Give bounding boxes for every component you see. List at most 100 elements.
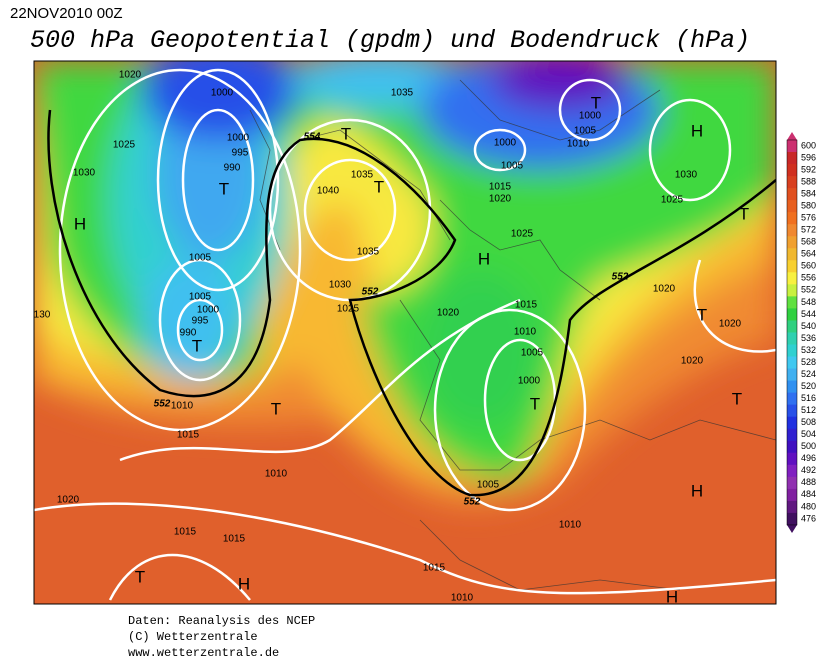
pressure-center: H: [478, 249, 490, 268]
colorbar-label: 556: [801, 273, 816, 283]
isobar-label: 1015: [423, 563, 446, 574]
isobar-label: 1015: [177, 430, 200, 441]
isobar-label: 1000: [579, 111, 602, 122]
colorbar-cell: [787, 248, 797, 261]
isobars: [34, 68, 776, 601]
isobar-label: 1030: [73, 168, 96, 179]
map-frame: [33, 60, 777, 605]
colorbar-cell: [787, 164, 797, 177]
geopotential-label: 554: [304, 132, 321, 143]
colorbar-label: 592: [801, 164, 816, 174]
geopotential-label: 552: [362, 287, 379, 298]
isobar-label: 1025: [511, 229, 534, 240]
isobar-label: 1020: [653, 284, 676, 295]
colorbar-label: 508: [801, 417, 816, 427]
isobar-label: 1035: [391, 88, 414, 99]
isobar-label: 1015: [174, 527, 197, 538]
colorbar-cell: [787, 176, 797, 189]
colorbar-label: 516: [801, 393, 816, 403]
pressure-center: T: [739, 204, 749, 223]
footer-line: (C) Wetterzentrale: [128, 630, 258, 644]
colorbar-label: 488: [801, 477, 816, 487]
colorbar-label: 596: [801, 152, 816, 162]
colorbar-cell: [787, 488, 797, 502]
colorbar-label: 520: [801, 381, 816, 391]
pressure-center: T: [697, 305, 707, 324]
pressure-center: T: [135, 567, 145, 586]
geopotential-label: 552: [612, 272, 629, 283]
pressure-center: H: [666, 587, 678, 606]
colorbar-cell: [787, 512, 797, 526]
isobar-label: 130: [34, 310, 51, 321]
colorbar: 600 596 592 588 584 580 576 572 568 564 560 556 552 5…: [786, 131, 816, 533]
colorbar-cell: [787, 440, 797, 454]
pressure-center: H: [238, 574, 250, 593]
pressure-center: H: [691, 121, 703, 140]
isobar-label: 1020: [437, 308, 460, 319]
colorbar-cell: [787, 260, 797, 273]
colorbar-label: 496: [801, 453, 816, 463]
isobar-label: 1010: [567, 139, 590, 150]
colorbar-label: 584: [801, 188, 816, 198]
isobar-label: 1010: [514, 327, 537, 338]
isobar-label: 1005: [189, 292, 212, 303]
isobar-label: 990: [224, 163, 241, 174]
colorbar-cap: [787, 131, 797, 140]
colorbar-cell: [787, 200, 797, 213]
colorbar-cell: [787, 392, 797, 406]
pressure-center: T: [732, 389, 742, 408]
colorbar-cell: [787, 188, 797, 201]
colorbar-cell: [787, 416, 797, 430]
pressure-center: T: [192, 336, 202, 355]
isobar-label: 1035: [357, 247, 380, 258]
isobar-label: 1005: [189, 253, 212, 264]
isobar-label: 995: [232, 148, 249, 159]
geopotential-label: 552: [154, 399, 171, 410]
colorbar-label: 572: [801, 225, 816, 235]
isobar-label: 1005: [574, 126, 597, 137]
isobar-label: 1000: [518, 376, 541, 387]
colorbar-label: 548: [801, 297, 816, 307]
isobar-label: 995: [192, 316, 209, 327]
colorbar-cell: [787, 368, 797, 382]
isobar-label: 1020: [719, 319, 742, 330]
pressure-center: T: [271, 399, 281, 418]
colorbar-label: 504: [801, 429, 816, 439]
colorbar-label: 600: [801, 140, 816, 150]
colorbar-cell: [787, 152, 797, 165]
colorbar-cell: [787, 284, 797, 297]
colorbar-cell: [787, 139, 797, 153]
isobar-label: 990: [180, 328, 197, 339]
colorbar-label: 476: [801, 513, 816, 523]
colorbar-cell: [787, 296, 797, 309]
colorbar-cap: [787, 524, 797, 533]
isobar-label: 1025: [113, 140, 136, 151]
colorbar-cell: [787, 500, 797, 514]
isobar-label: 1005: [501, 161, 524, 172]
isobar-label: 1030: [329, 280, 352, 291]
colorbar-label: 484: [801, 489, 816, 499]
colorbar-label: 564: [801, 249, 816, 259]
isobar-label: 1020: [681, 356, 704, 367]
colorbar-label: 568: [801, 237, 816, 247]
colorbar-cell: [787, 380, 797, 394]
isobar-label: 1000: [211, 88, 234, 99]
isobar-label: 1020: [119, 70, 142, 81]
colorbar-cell: [787, 332, 797, 345]
footer-line: www.wetterzentrale.de: [128, 646, 279, 660]
colorbar-cell: [787, 464, 797, 478]
colorbar-label: 480: [801, 501, 816, 511]
isobar-label: 1010: [171, 401, 194, 412]
colorbar-label: 560: [801, 261, 816, 271]
colorbar-cell: [787, 452, 797, 466]
isobar-label: 1035: [351, 170, 374, 181]
isobar-label: 1005: [521, 348, 544, 359]
colorbar-cell: [787, 356, 797, 370]
colorbar-label: 552: [801, 285, 816, 295]
colorbar-label: 536: [801, 333, 816, 343]
colorbar-cell: [787, 344, 797, 358]
colorbar-label: 524: [801, 369, 816, 379]
isobar-label: 1010: [451, 593, 474, 604]
pressure-center: H: [691, 481, 703, 500]
